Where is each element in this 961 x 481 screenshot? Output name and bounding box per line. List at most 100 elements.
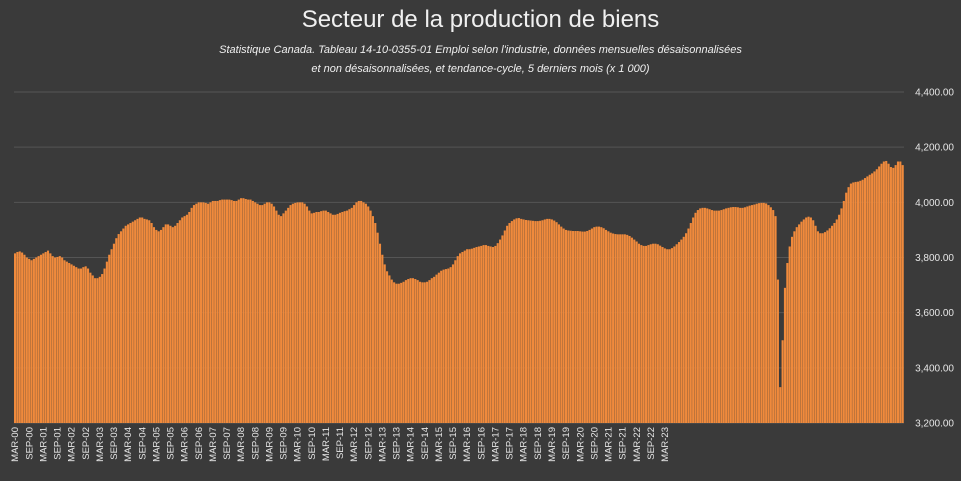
x-tick-label: SEP-20 xyxy=(589,427,600,460)
bar xyxy=(656,244,659,423)
bar xyxy=(171,227,174,423)
x-tick-label: SEP-18 xyxy=(533,427,544,460)
bar xyxy=(619,234,622,423)
bar xyxy=(197,202,200,423)
bar xyxy=(86,268,90,423)
bar xyxy=(732,207,735,423)
bar xyxy=(496,243,499,423)
bar xyxy=(553,220,556,423)
bar xyxy=(614,234,617,423)
y-tick-label: 4,000.00 xyxy=(915,198,954,209)
y-tick-label: 4,400.00 xyxy=(915,88,954,99)
y-axis-ticks: 3,200.00 3,400.00 3,600.00 3,800.00 4,000.00… xyxy=(915,88,954,430)
bar xyxy=(854,181,857,423)
bar xyxy=(473,247,476,423)
bar xyxy=(635,241,638,423)
bar xyxy=(802,219,805,423)
bar xyxy=(748,205,751,423)
bar xyxy=(345,210,349,423)
bar xyxy=(607,231,610,423)
bar xyxy=(821,233,824,423)
bar xyxy=(94,278,97,423)
bar xyxy=(717,210,721,423)
x-tick-label: MAR-17 xyxy=(491,427,502,462)
bar xyxy=(162,227,165,423)
x-tick-label: SEP-01 xyxy=(53,427,64,460)
bar xyxy=(159,229,163,423)
bar xyxy=(663,248,666,423)
x-tick-label: SEP-19 xyxy=(561,427,572,460)
bar xyxy=(207,203,210,423)
bar xyxy=(572,231,575,423)
bar xyxy=(298,202,301,423)
bar xyxy=(520,218,523,423)
x-tick-label: MAR-05 xyxy=(151,427,162,462)
x-tick-label: SEP-22 xyxy=(646,427,657,460)
bar xyxy=(423,282,426,423)
bar xyxy=(461,251,464,423)
bar xyxy=(303,203,306,423)
bar xyxy=(896,161,900,423)
bar xyxy=(873,171,876,423)
bar xyxy=(141,217,144,423)
bar xyxy=(16,251,19,423)
bar xyxy=(670,248,673,423)
bar xyxy=(852,182,855,423)
bar xyxy=(774,216,777,424)
bar xyxy=(562,228,565,423)
x-tick-label: MAR-22 xyxy=(632,427,643,462)
bar xyxy=(190,207,193,423)
bar xyxy=(240,198,243,423)
bar xyxy=(871,173,874,423)
bar xyxy=(378,243,382,423)
bar xyxy=(119,231,123,423)
bar xyxy=(692,217,695,423)
x-tick-label: SEP-04 xyxy=(137,427,148,460)
bar xyxy=(534,221,537,423)
bar xyxy=(360,200,363,423)
bar xyxy=(548,218,551,423)
x-tick-label: MAR-19 xyxy=(547,427,558,462)
bar xyxy=(762,202,765,423)
x-tick-label: SEP-15 xyxy=(448,427,459,460)
bar xyxy=(310,213,313,423)
bar xyxy=(357,200,360,423)
bar xyxy=(324,210,327,423)
bar xyxy=(767,205,770,423)
bar xyxy=(305,206,309,423)
bar xyxy=(746,206,749,423)
bar xyxy=(564,229,568,423)
bar xyxy=(475,247,478,423)
bar xyxy=(593,227,596,423)
x-tick-label: SEP-17 xyxy=(505,427,516,460)
bar xyxy=(437,272,440,423)
bar xyxy=(878,166,881,423)
y-tick-label: 3,600.00 xyxy=(915,308,954,319)
bar xyxy=(506,225,509,423)
bar xyxy=(251,200,254,423)
bar xyxy=(131,221,134,423)
bar xyxy=(807,216,810,423)
x-tick-label: MAR-06 xyxy=(180,427,191,462)
bar xyxy=(649,244,652,423)
bar xyxy=(167,224,170,423)
bar xyxy=(626,234,629,423)
bar xyxy=(91,275,94,423)
bar xyxy=(235,200,238,423)
bar xyxy=(247,199,250,423)
bar xyxy=(899,161,902,423)
bar xyxy=(677,242,681,423)
bar xyxy=(30,260,33,423)
bar xyxy=(812,220,815,423)
x-tick-label: SEP-13 xyxy=(392,427,403,460)
bar xyxy=(294,202,297,423)
bar xyxy=(581,231,584,423)
bar xyxy=(334,214,337,423)
bar xyxy=(322,210,325,423)
y-tick-label: 3,800.00 xyxy=(915,253,954,264)
bar xyxy=(261,205,264,423)
bar xyxy=(741,207,744,423)
bar xyxy=(18,251,21,423)
bar xyxy=(72,265,75,423)
bar xyxy=(150,223,153,423)
